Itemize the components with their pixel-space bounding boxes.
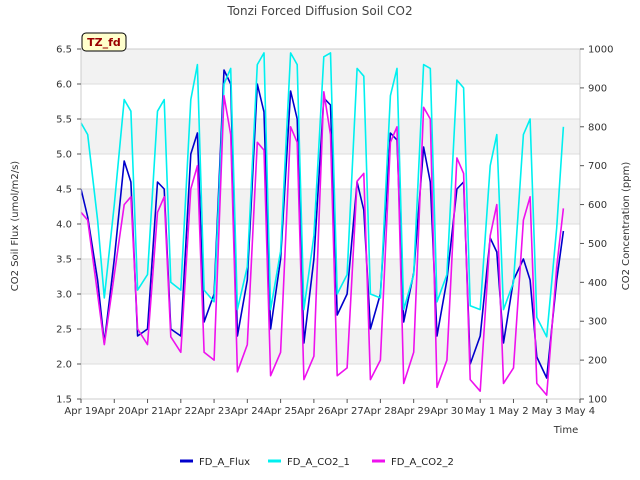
background-band [81, 329, 580, 364]
y-left-tick-label: 3.5 [56, 255, 72, 266]
series-lines [80, 52, 565, 396]
legend: FD_A_Flux FD_A_CO2_1 FD_A_CO2_2 [180, 457, 454, 468]
y-left-tick-label: 4.0 [56, 220, 72, 231]
y-right-tick-label: 400 [588, 278, 607, 289]
site-badge-box [81, 32, 127, 52]
site-badge: TZ_fd [81, 32, 127, 52]
y-right-tick-label: 500 [588, 239, 607, 250]
legend-label: FD_A_CO2_1 [287, 457, 350, 468]
legend-label: FD_A_Flux [199, 457, 250, 468]
x-axis: Apr 19 Apr 20 Apr 21 Apr 22 Apr 23 Apr 24 Apr … [64, 399, 595, 417]
y-left-tick-label: 6.5 [56, 45, 72, 56]
y-right-tick-label: 900 [588, 83, 607, 94]
y-right-tick-label: 1000 [588, 45, 613, 56]
x-tick-label: Apr 22 [164, 406, 197, 417]
x-tick-label: May 4 [565, 406, 595, 417]
series-line-fd-a-co2-1 [80, 52, 565, 338]
x-tick-label: Apr 20 [98, 406, 131, 417]
x-tick-label: Apr 25 [264, 406, 297, 417]
y-right-tick-label: 200 [588, 356, 607, 367]
y-right-tick-label: 800 [588, 122, 607, 133]
y-left-tick-label: 5.0 [56, 150, 72, 161]
x-axis-title: Time [553, 425, 578, 436]
y-right-tick-label: 700 [588, 161, 607, 172]
x-tick-label: Apr 21 [131, 406, 164, 417]
x-tick-label: Apr 24 [231, 406, 264, 417]
x-tick-label: May 3 [532, 406, 562, 417]
y-axis-right-title: CO2 Concentration (ppm) [621, 162, 632, 291]
y-axis-right: 100 200 300 400 500 600 700 800 900 1000 [580, 45, 613, 406]
y-axis-left: 1.5 2.0 2.5 3.0 3.5 4.0 4.5 5.0 5.5 6.0 6.5 [56, 45, 81, 406]
x-tick-label: Apr 27 [331, 406, 364, 417]
series-line-fd-a-co2-2 [80, 91, 565, 396]
legend-label: FD_A_CO2_2 [391, 457, 454, 468]
x-tick-label: Apr 30 [430, 406, 463, 417]
y-right-tick-label: 300 [588, 317, 607, 328]
chart-title: Tonzi Forced Diffusion Soil CO2 [226, 4, 412, 18]
y-left-tick-label: 4.5 [56, 185, 72, 196]
y-left-tick-label: 3.0 [56, 290, 72, 301]
y-right-tick-label: 600 [588, 200, 607, 211]
x-tick-label: May 1 [465, 406, 495, 417]
x-tick-label: Apr 26 [297, 406, 330, 417]
y-left-tick-label: 2.5 [56, 325, 72, 336]
x-tick-label: Apr 19 [64, 406, 97, 417]
x-tick-label: Apr 28 [364, 406, 397, 417]
background-band [81, 259, 580, 294]
x-tick-label: May 2 [498, 406, 528, 417]
y-left-tick-label: 1.5 [56, 395, 72, 406]
y-axis-left-title: CO2 Soil Flux (umol/m2/s) [10, 161, 21, 291]
y-left-tick-label: 6.0 [56, 80, 72, 91]
x-tick-label: Apr 29 [397, 406, 430, 417]
y-left-tick-label: 2.0 [56, 360, 72, 371]
y-left-tick-label: 5.5 [56, 115, 72, 126]
x-tick-label: Apr 23 [197, 406, 230, 417]
site-badge-label: TZ_fd [87, 36, 121, 49]
y-right-tick-label: 100 [588, 395, 607, 406]
